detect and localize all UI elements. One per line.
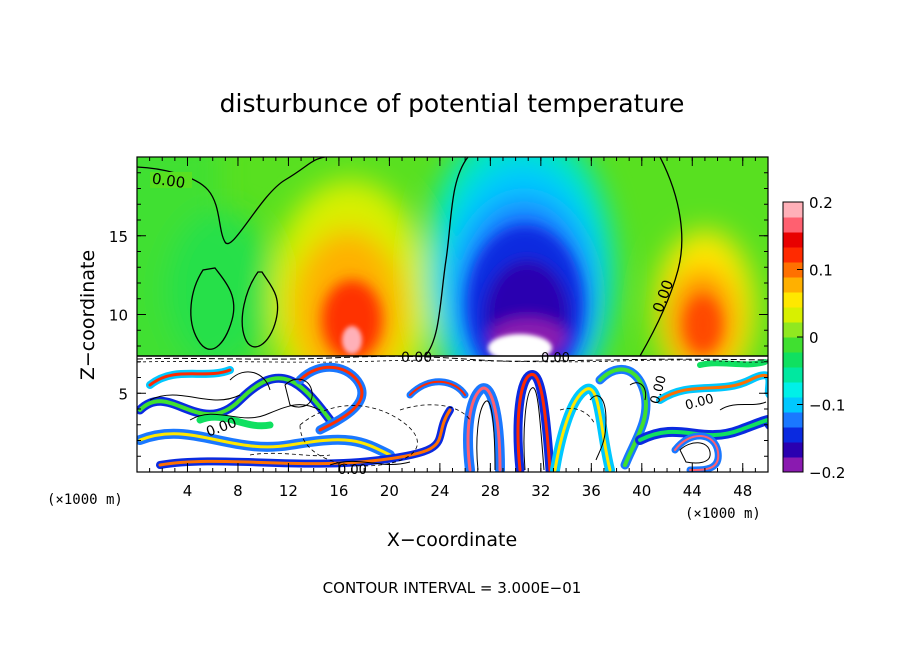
x-tick-label: 20 (380, 482, 399, 500)
colorbar-swatch (783, 352, 803, 368)
y-tick-label: 5 (118, 385, 128, 403)
x-tick-label: 12 (279, 482, 298, 500)
contour-interval-note: CONTOUR INTERVAL = 3.000E−01 (323, 579, 582, 597)
x-tick-label: 4 (183, 482, 193, 500)
interface-contours (137, 355, 768, 363)
x-tick-label: 8 (233, 482, 243, 500)
colorbar-swatch (783, 247, 803, 263)
colorbar-swatch (783, 202, 803, 218)
colorbar-swatch (783, 232, 803, 248)
x-tick-label: 28 (481, 482, 500, 500)
colorbar-swatch (783, 427, 803, 443)
x-tick-label: 48 (733, 482, 752, 500)
contour-label: 0.00 (151, 170, 187, 192)
x-tick-label: 36 (582, 482, 601, 500)
x-tick-label: 16 (329, 482, 348, 500)
x-unit-label-right: (×1000 m) (685, 506, 761, 522)
colorbar-swatch (783, 217, 803, 233)
colorbar-tick-label: −0.1 (809, 397, 845, 415)
colorbar-tick-label: 0.2 (809, 194, 833, 212)
x-tick-label: 44 (683, 482, 702, 500)
colorbar-swatch (783, 442, 803, 458)
contour-label: 0.00 (648, 374, 670, 406)
colorbar-swatch (783, 262, 803, 278)
heatmap-field (137, 157, 768, 472)
colorbar-swatch (783, 337, 803, 353)
upper-field (137, 157, 768, 357)
contour-label: 0.00 (541, 351, 570, 366)
y-tick-label: 10 (109, 307, 128, 325)
colorbar-tick-label: 0.1 (809, 262, 833, 280)
y-axis: 5 10 15 (109, 172, 768, 457)
colorbar-swatch (783, 307, 803, 323)
chart-title: disturbunce of potential temperature (220, 89, 685, 118)
x-tick-label: 32 (531, 482, 550, 500)
colorbar: 0.2 0.1 0 −0.1 −0.2 (782, 194, 845, 482)
contour-label: 0.00 (684, 392, 716, 414)
colorbar-swatch (783, 412, 803, 428)
y-axis-label: Z−coordinate (77, 250, 99, 380)
x-tick-label: 24 (430, 482, 449, 500)
colorbar-swatch (783, 277, 803, 293)
x-tick-label: 40 (632, 482, 651, 500)
colorbar-swatch (783, 382, 803, 398)
contour-label: 0.00 (338, 463, 367, 478)
contour-label: 0.00 (401, 350, 432, 366)
colorbar-swatch (783, 457, 803, 473)
x-axis-label: X−coordinate (387, 529, 517, 551)
colorbar-tick-label: −0.2 (809, 464, 845, 482)
colorbar-swatch (783, 397, 803, 413)
colorbar-swatch (783, 322, 803, 338)
y-tick-label: 15 (109, 228, 128, 246)
lower-field (137, 356, 768, 472)
colorbar-swatch (783, 367, 803, 383)
x-axis: 4 8 12 16 20 24 28 32 36 40 44 48 (149, 157, 756, 500)
x-unit-label-left: (×1000 m) (47, 492, 123, 508)
colorbar-swatch (783, 292, 803, 308)
colorbar-tick-label: 0 (809, 329, 819, 347)
